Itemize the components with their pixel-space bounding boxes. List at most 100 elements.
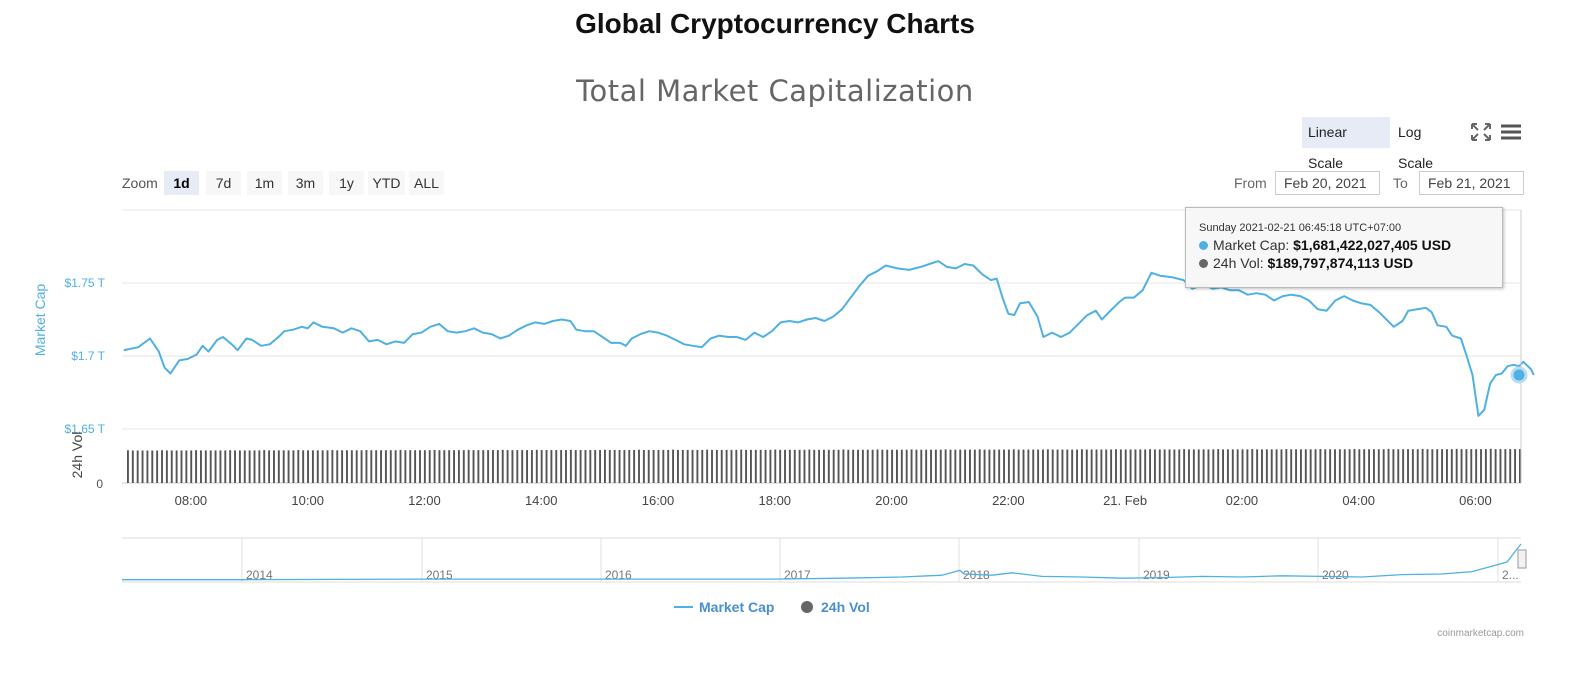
volume-bar: [521, 450, 524, 483]
volume-bar: [1290, 449, 1293, 483]
x-tick-label: 18:00: [759, 493, 792, 508]
volume-bar: [1319, 449, 1322, 483]
volume-bar: [346, 450, 348, 483]
page-title: Global Cryptocurrency Charts: [575, 8, 975, 39]
volume-bar: [939, 449, 942, 483]
volume-bar: [1168, 449, 1171, 483]
volume-bar: [667, 449, 670, 483]
volume-bar: [1372, 449, 1375, 483]
volume-bar: [229, 450, 232, 483]
volume-bar: [959, 449, 962, 483]
volume-bar: [998, 449, 1001, 483]
volume-bar: [1455, 448, 1458, 483]
volume-bar: [1484, 449, 1487, 483]
volume-bar: [1017, 449, 1020, 483]
volume-bar: [195, 450, 198, 483]
volume-bar: [1119, 449, 1122, 483]
volume-bar: [798, 449, 801, 483]
tooltip-date: Sunday 2021-02-21 06:45:18 UTC+07:00: [1199, 222, 1402, 234]
volume-bar: [793, 449, 796, 483]
legend-24h-vol[interactable]: 24h Vol: [801, 599, 870, 615]
volume-bar: [993, 449, 996, 483]
volume-bar: [238, 450, 241, 483]
volume-bar: [326, 450, 329, 483]
volume-bar: [336, 450, 339, 483]
volume-bar: [1110, 449, 1113, 483]
volume-bar: [443, 450, 446, 483]
volume-bar: [642, 449, 645, 483]
market-cap-chart[interactable]: $1.65 T $1.7 T $1.75 T Market Cap 24h Vol 0 08…: [0, 200, 1591, 600]
volume-bar: [1226, 449, 1229, 483]
to-label: To: [1393, 175, 1408, 191]
fullscreen-icon[interactable]: [1469, 121, 1493, 143]
volume-bar: [292, 450, 295, 483]
volume-bar: [1022, 449, 1025, 483]
volume-bar: [467, 449, 470, 483]
credits-link[interactable]: coinmarketcap.com: [1437, 628, 1524, 639]
volume-bar: [759, 449, 762, 483]
zoom-ytd-button[interactable]: YTD: [368, 171, 405, 195]
volume-bar: [905, 449, 908, 483]
volume-bar: [151, 450, 154, 483]
volume-bar: [818, 449, 821, 483]
volume-bar: [569, 449, 572, 483]
hover-marker: [1510, 366, 1528, 384]
volume-bar: [287, 450, 290, 483]
volume-bar: [657, 449, 660, 483]
zoom-1m-button[interactable]: 1m: [247, 171, 282, 195]
volume-bar: [876, 449, 879, 483]
volume-bar: [603, 449, 606, 483]
volume-bar: [574, 450, 577, 483]
volume-bar: [1343, 449, 1346, 483]
zoom-all-button[interactable]: ALL: [409, 171, 444, 195]
zoom-3m-button[interactable]: 3m: [288, 171, 323, 195]
volume-bar: [1338, 449, 1341, 483]
volume-bar: [127, 450, 129, 483]
volume-bar: [1007, 449, 1010, 483]
volume-bar: [209, 450, 212, 483]
linear-scale-button[interactable]: Linear Scale: [1302, 117, 1390, 171]
volume-bar: [511, 450, 514, 483]
volume-bar: [1314, 449, 1317, 483]
zoom-label: Zoom: [122, 175, 158, 191]
volume-bar: [477, 450, 480, 483]
volume-bar: [1158, 449, 1161, 483]
zoom-7d-button[interactable]: 7d: [206, 171, 241, 195]
volume-bar: [861, 449, 864, 483]
volume-bar: [1246, 449, 1249, 483]
volume-bar: [1450, 449, 1453, 483]
legend-market-cap[interactable]: Market Cap: [674, 599, 774, 615]
volume-bar: [1256, 449, 1259, 483]
zoom-1y-button[interactable]: 1y: [329, 171, 364, 195]
volume-bar: [234, 450, 236, 483]
volume-bar: [584, 450, 587, 483]
volume-bar: [380, 450, 382, 483]
volume-bar: [243, 450, 246, 483]
volume-bar: [954, 449, 957, 483]
from-date-input[interactable]: [1275, 171, 1380, 195]
menu-icon[interactable]: [1499, 121, 1523, 143]
x-tick-label: 16:00: [642, 493, 675, 508]
volume-bar: [516, 450, 519, 483]
volume-bar: [200, 450, 202, 483]
volume-bar: [1324, 449, 1327, 483]
volume-bar: [774, 449, 777, 483]
volume-bar: [1363, 449, 1366, 483]
log-scale-button[interactable]: Log Scale: [1398, 124, 1434, 171]
volume-bar: [384, 450, 387, 483]
volume-bar: [672, 449, 675, 483]
to-date-input[interactable]: [1419, 171, 1524, 195]
volume-bar: [1183, 449, 1186, 483]
volume-bar: [1105, 449, 1108, 483]
volume-bar: [1460, 449, 1463, 483]
volume-bar: [219, 450, 222, 483]
y-tick-label: $1.75 T: [65, 276, 106, 290]
volume-bar: [1202, 449, 1205, 483]
volume-bar: [1353, 448, 1356, 483]
volume-bar: [316, 450, 319, 483]
volume-bar: [1231, 449, 1234, 483]
navigator-year-label: 2014: [246, 568, 273, 582]
zoom-1d-button[interactable]: 1d: [164, 171, 199, 195]
volume-bar: [1309, 449, 1312, 483]
x-tick-label: 22:00: [992, 493, 1025, 508]
